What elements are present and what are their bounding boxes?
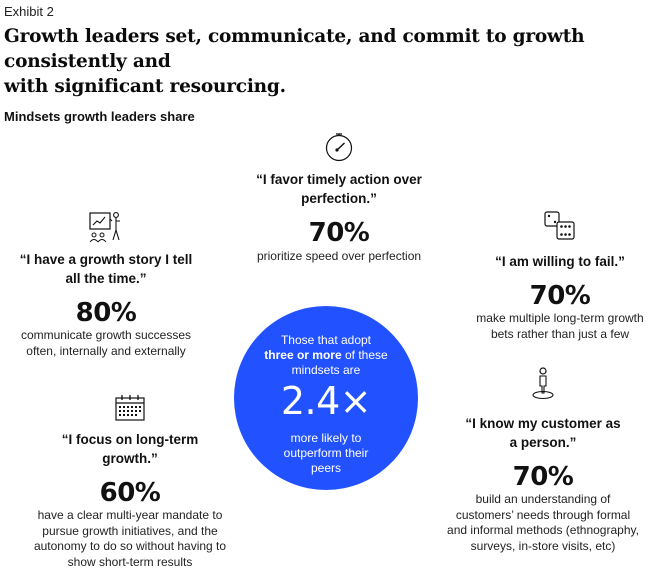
dice-icon	[544, 211, 575, 240]
description-line: customers’ needs through formal	[455, 507, 631, 522]
person-pin-icon	[532, 367, 554, 400]
description-line: bets rather than just a few	[490, 326, 630, 341]
description-line: have a clear multi-year mandate to	[37, 508, 223, 522]
quote-line: “I have a growth story I tell	[19, 252, 193, 267]
description-line: surveys, in-store visits, etc)	[470, 538, 616, 553]
exhibit-label: Exhibit 2	[4, 4, 54, 19]
mindset-willing-to-fail: “I am willing to fail.” 70% make multipl…	[460, 210, 660, 342]
mindset-timely-action: “I favor timely action over perfection.”…	[232, 132, 446, 265]
description-line: show short-term results	[67, 554, 193, 569]
description-line: build an understanding of	[475, 492, 611, 506]
headline-line-2: with significant resourcing.	[4, 76, 286, 97]
description-line: and informal methods (ethnography,	[447, 523, 639, 537]
mindset-long-term-growth: “I focus on long-term growth.” 60% have …	[20, 394, 240, 570]
description-line: pursue growth initiatives, and the	[42, 523, 218, 538]
speedometer-icon	[325, 133, 353, 162]
quote-line: growth.”	[102, 451, 158, 466]
quote-line: perfection.”	[301, 191, 377, 206]
description-line: prioritize speed over perfection	[256, 249, 422, 263]
center-line-6: peers	[310, 461, 342, 475]
center-line-2: three or more of these	[234, 348, 418, 363]
presentation-board-icon	[89, 212, 120, 243]
center-emphasis: three or more	[264, 348, 342, 362]
percent-value: 60%	[99, 478, 161, 508]
percent-value: 70%	[512, 462, 574, 492]
quote-line: “I know my customer as	[465, 416, 621, 431]
description-line: communicate growth successes	[20, 328, 192, 342]
section-title: Mindsets growth leaders share	[4, 109, 195, 124]
center-line-5: outperform their	[283, 446, 369, 460]
center-line-1: Those that adopt	[280, 333, 372, 347]
quote-line: a person.”	[509, 435, 577, 450]
quote-line: “I focus on long-term	[61, 432, 199, 447]
percent-value: 70%	[308, 218, 370, 248]
percent-value: 80%	[75, 298, 137, 328]
description-line: make multiple long-term growth	[476, 311, 644, 325]
center-line-2-rest: of these	[341, 348, 388, 362]
multiplier-value: 2.4×	[280, 379, 372, 423]
description-line: often, internally and externally	[26, 343, 186, 358]
description-line: autonomy to do so without having to	[33, 539, 227, 553]
mindset-know-customer: “I know my customer as a person.” 70% bu…	[430, 366, 656, 554]
quote-line: all the time.”	[65, 271, 147, 286]
headline: Growth leaders set, communicate, and com…	[4, 24, 654, 99]
center-line-3: mindsets are	[291, 363, 361, 377]
mindset-growth-story: “I have a growth story I tell all the ti…	[0, 210, 212, 359]
percent-value: 70%	[529, 281, 591, 311]
headline-line-1: Growth leaders set, communicate, and com…	[4, 26, 585, 72]
center-stat-circle: Those that adopt three or more of these …	[234, 306, 418, 490]
quote-line: “I am willing to fail.”	[495, 254, 625, 269]
quote-line: “I favor timely action over	[256, 172, 422, 187]
center-line-4: more likely to	[290, 431, 362, 445]
calendar-icon	[115, 395, 145, 421]
